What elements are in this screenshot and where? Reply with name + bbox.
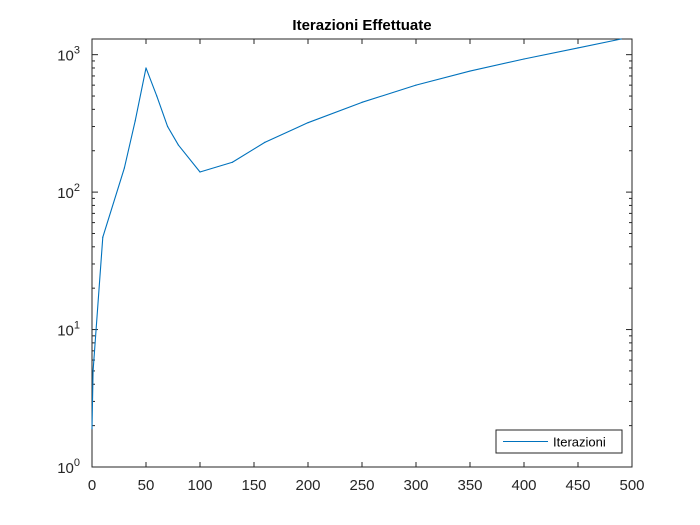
- y-tick-label-base: 10: [57, 460, 74, 477]
- data-point: [523, 58, 525, 60]
- legend: Iterazioni: [495, 429, 623, 454]
- legend-label: Iterazioni: [553, 435, 606, 450]
- x-tick-label: 500: [619, 477, 644, 494]
- data-point: [361, 101, 363, 103]
- x-tick-label: 0: [88, 477, 96, 494]
- y-tick-label-exponent: 2: [74, 182, 80, 194]
- chart-title: Iterazioni Effettuate: [292, 17, 431, 34]
- x-tick-label: 350: [457, 477, 482, 494]
- axes: 0 50 100 150 200 250 300 350 400 450 5001001011021…: [57, 38, 645, 494]
- x-tick-label: 150: [241, 477, 266, 494]
- x-tick-label: 200: [295, 477, 320, 494]
- data-point: [91, 428, 93, 430]
- data-point: [167, 125, 169, 128]
- data-point: [156, 95, 158, 97]
- x-tick-label: 50: [138, 477, 155, 494]
- data-point: [199, 171, 201, 173]
- data-point: [231, 161, 233, 163]
- y-tick-label-exponent: 1: [74, 320, 80, 332]
- y-tick-label: 103: [57, 45, 80, 65]
- legend-box: [495, 429, 623, 454]
- y-tick-label-base: 10: [57, 185, 74, 202]
- x-tick-label: 100: [187, 477, 212, 494]
- y-tick-label-exponent: 0: [74, 457, 80, 469]
- plot-area-box: [91, 38, 633, 468]
- x-tick-label: 250: [349, 477, 374, 494]
- series-layer: [91, 38, 622, 430]
- y-tick-label-base: 10: [57, 323, 74, 340]
- y-tick-label-base: 10: [57, 48, 74, 65]
- y-tick-label: 102: [57, 182, 80, 202]
- x-tick-label: 300: [403, 477, 428, 494]
- data-point: [307, 122, 309, 124]
- data-point: [102, 236, 104, 238]
- data-point: [620, 38, 622, 40]
- data-point: [134, 120, 136, 122]
- data-point: [577, 47, 579, 49]
- y-tick-label-exponent: 3: [74, 45, 80, 57]
- data-point: [415, 84, 417, 86]
- data-point: [145, 67, 147, 69]
- data-point: [123, 167, 125, 169]
- y-tick-label: 101: [57, 320, 80, 340]
- data-point: [92, 370, 94, 372]
- y-tick-label: 100: [57, 457, 80, 477]
- x-tick-label: 450: [565, 477, 590, 494]
- data-point: [264, 141, 266, 143]
- x-tick-label: 400: [511, 477, 536, 494]
- data-point: [177, 144, 179, 146]
- data-point: [469, 70, 471, 72]
